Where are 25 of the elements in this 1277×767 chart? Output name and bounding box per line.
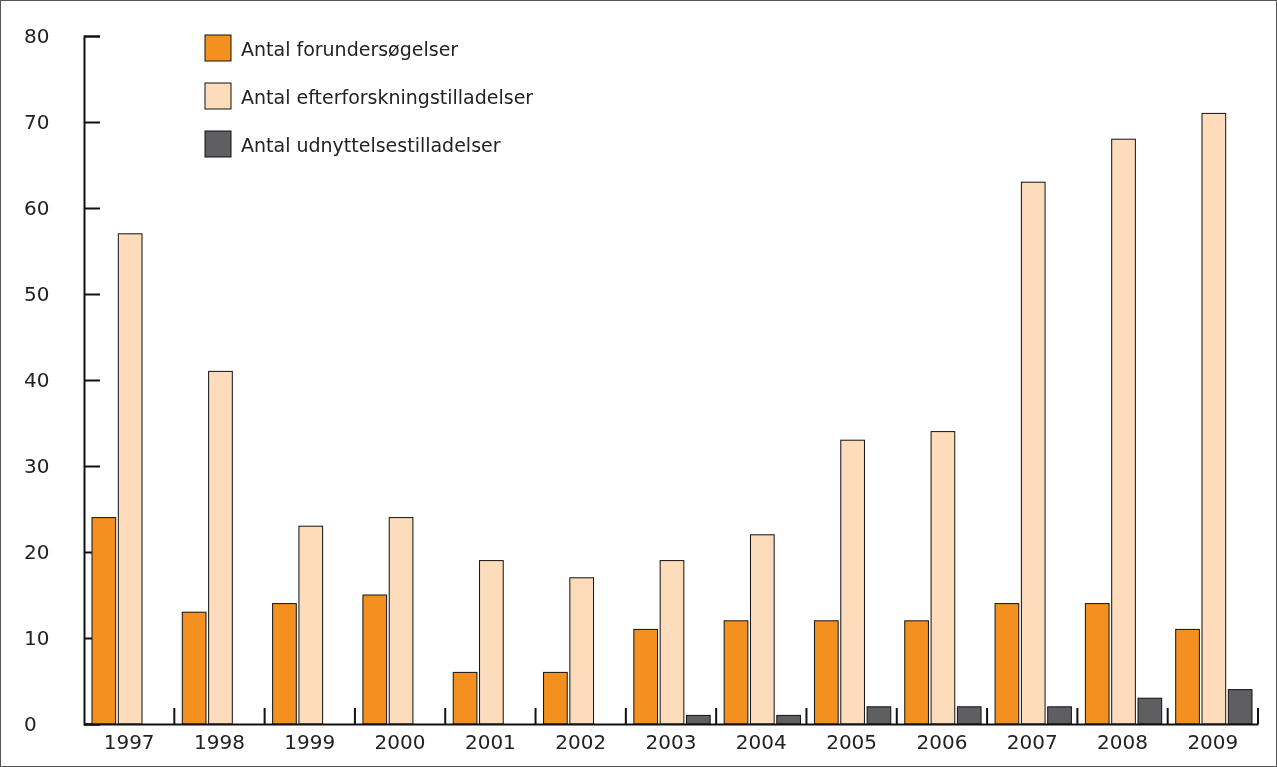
x-tick-label: 2004: [735, 730, 787, 754]
legend-label: Antal forundersøgelser: [241, 38, 459, 60]
x-tick-label: 1998: [194, 730, 245, 754]
x-tick-label: 1997: [103, 730, 155, 754]
x-tick-label: 2006: [916, 730, 968, 754]
y-tick-label: 0: [24, 711, 37, 736]
x-tick-label: 2005: [826, 730, 878, 754]
y-tick-label: 30: [24, 453, 50, 478]
x-tick-label: 2007: [1006, 730, 1058, 754]
x-tick-label: 2003: [645, 730, 697, 754]
y-tick-label: 60: [24, 195, 50, 220]
x-tick-label: 2002: [555, 730, 607, 754]
y-tick-label: 70: [24, 109, 50, 134]
x-tick-label: 2009: [1187, 730, 1239, 754]
y-tick-label: 50: [24, 281, 50, 306]
y-tick-label: 40: [24, 367, 50, 392]
x-tick-label: 1999: [284, 730, 336, 754]
y-tick-label: 10: [24, 625, 50, 650]
x-tick-label: 2001: [464, 730, 516, 754]
x-tick-label: 2000: [374, 730, 426, 754]
legend-label: Antal efterforskningstilladelser: [241, 86, 534, 108]
y-tick-label: 80: [24, 23, 50, 48]
legend-label: Antal udnyttelsestilladelser: [241, 134, 501, 156]
x-tick-label: 2008: [1097, 730, 1148, 754]
y-tick-label: 20: [24, 539, 50, 564]
